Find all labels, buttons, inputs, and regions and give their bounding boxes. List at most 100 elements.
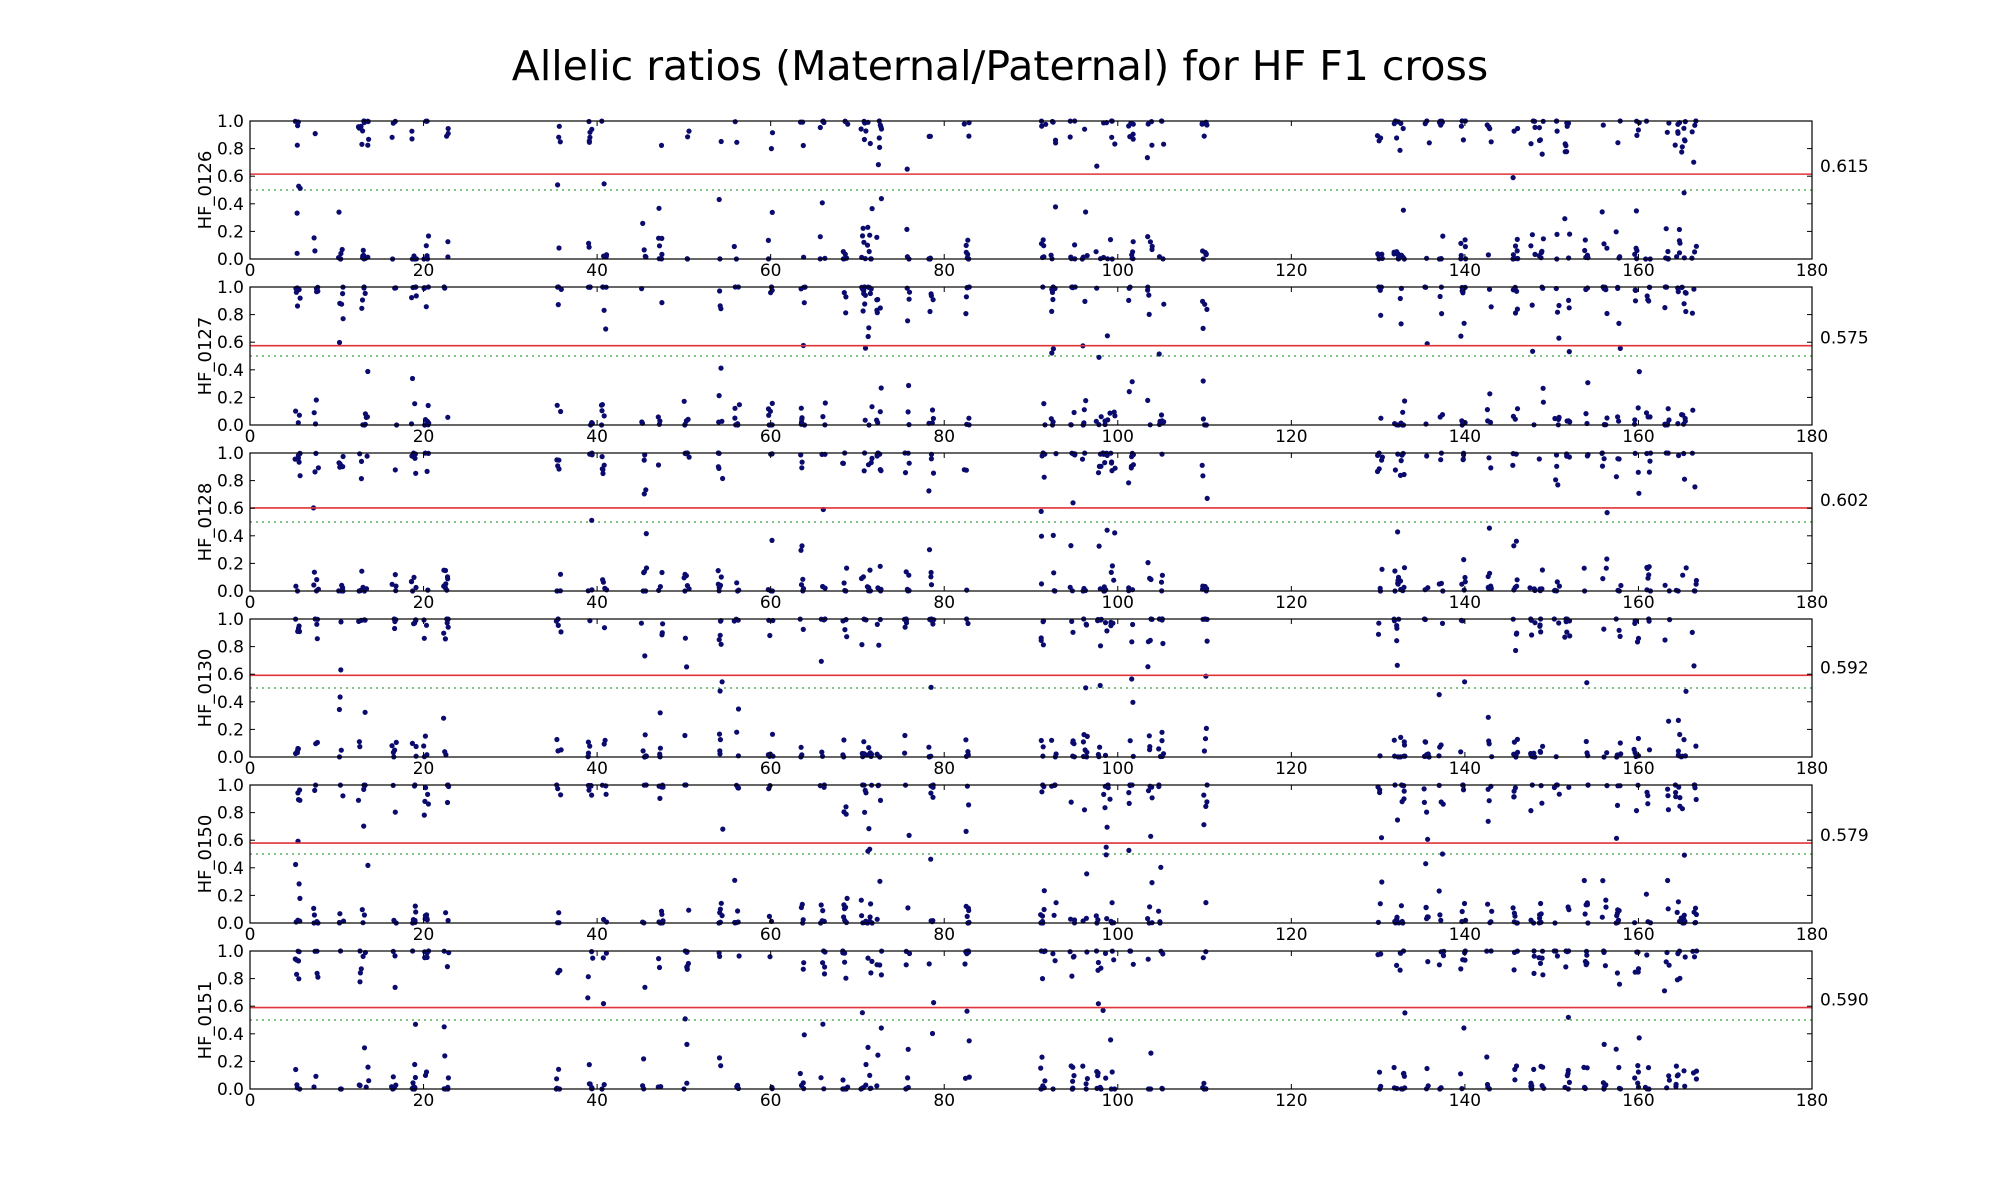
data-point [1392, 467, 1398, 473]
data-point [1692, 122, 1698, 128]
data-point [1600, 122, 1606, 128]
data-point [294, 142, 300, 148]
data-point [1079, 456, 1086, 462]
data-point [1645, 575, 1651, 581]
data-point [362, 290, 368, 296]
data-point [589, 517, 595, 523]
data-point [1129, 639, 1135, 645]
data-point [1146, 733, 1152, 739]
data-point [422, 955, 428, 961]
data-point [412, 1061, 418, 1068]
data-point [1108, 619, 1114, 626]
data-point [1041, 906, 1047, 913]
data-point [1098, 463, 1104, 469]
data-point [1536, 125, 1542, 131]
data-point [1675, 130, 1681, 136]
data-point [1050, 296, 1056, 303]
data-point [867, 140, 873, 147]
data-point [929, 1030, 936, 1037]
data-point [442, 749, 448, 755]
data-point [874, 307, 880, 313]
data-point [1201, 792, 1207, 798]
data-point [1643, 891, 1649, 897]
data-point [1601, 949, 1607, 955]
data-point [1070, 753, 1076, 759]
data-point [1098, 965, 1104, 971]
x-tick-label: 180 [1796, 593, 1828, 613]
data-point [1682, 954, 1688, 960]
data-point [1147, 747, 1153, 753]
data-point [1376, 1069, 1383, 1075]
data-point [1461, 557, 1467, 563]
data-point [555, 463, 561, 469]
data-point [1529, 232, 1535, 238]
data-point [1675, 717, 1681, 724]
panel-ylabel: HF_0130 [195, 649, 216, 728]
x-tick-label: 40 [586, 593, 608, 613]
data-point [1538, 900, 1544, 907]
data-point [799, 465, 805, 471]
data-point [312, 787, 318, 794]
data-point [554, 402, 560, 408]
data-point [877, 144, 883, 150]
data-point [1462, 957, 1468, 963]
data-point [1070, 738, 1076, 744]
data-point [313, 397, 319, 403]
data-point [444, 574, 451, 580]
data-point [1531, 970, 1537, 977]
data-point [1681, 737, 1687, 743]
data-point [425, 587, 431, 593]
y-tick-label: 1.0 [217, 942, 244, 962]
data-point [1563, 964, 1569, 970]
data-point [876, 135, 882, 141]
data-point [1582, 237, 1588, 243]
data-point [732, 405, 738, 411]
data-point [1564, 123, 1570, 129]
data-point [1436, 753, 1442, 759]
data-point [443, 910, 449, 916]
data-point [1068, 799, 1074, 805]
data-point [1665, 786, 1671, 792]
y-tick-label: 0.8 [217, 306, 244, 326]
data-point [874, 916, 880, 922]
x-tick-label: 40 [586, 925, 608, 945]
data-point [1514, 248, 1520, 254]
data-point [1098, 414, 1104, 420]
data-point [769, 731, 776, 737]
data-point [1397, 967, 1403, 973]
data-point [684, 1041, 690, 1047]
panel-ylabel: HF_0127 [195, 317, 216, 396]
data-point [423, 622, 430, 628]
data-point [603, 326, 609, 332]
data-point [1401, 788, 1407, 794]
data-point [293, 750, 299, 757]
data-point [1102, 950, 1109, 957]
data-point [904, 285, 910, 291]
data-point [311, 1084, 317, 1090]
data-point [858, 897, 864, 903]
data-point [1666, 1077, 1672, 1083]
data-point [1145, 664, 1151, 670]
data-point [441, 630, 447, 636]
data-point [769, 130, 776, 136]
data-point [1693, 911, 1699, 918]
data-point [1148, 576, 1154, 583]
data-point [906, 296, 912, 302]
data-point [1616, 1085, 1622, 1091]
y-tick-label: 1.0 [217, 278, 244, 298]
data-point [1617, 783, 1623, 789]
data-point [964, 1008, 970, 1014]
data-point [1084, 253, 1090, 259]
data-point [1486, 455, 1492, 461]
y-tick-label: 0.8 [217, 472, 244, 492]
data-point [1126, 123, 1132, 129]
data-point [734, 729, 740, 735]
data-point [1379, 457, 1385, 463]
data-point [599, 466, 605, 472]
data-point [338, 667, 344, 673]
data-point [801, 960, 807, 966]
x-tick-label: 0 [245, 1091, 256, 1111]
data-point [1562, 216, 1568, 222]
data-point [1401, 739, 1407, 745]
data-point [1564, 1073, 1570, 1079]
